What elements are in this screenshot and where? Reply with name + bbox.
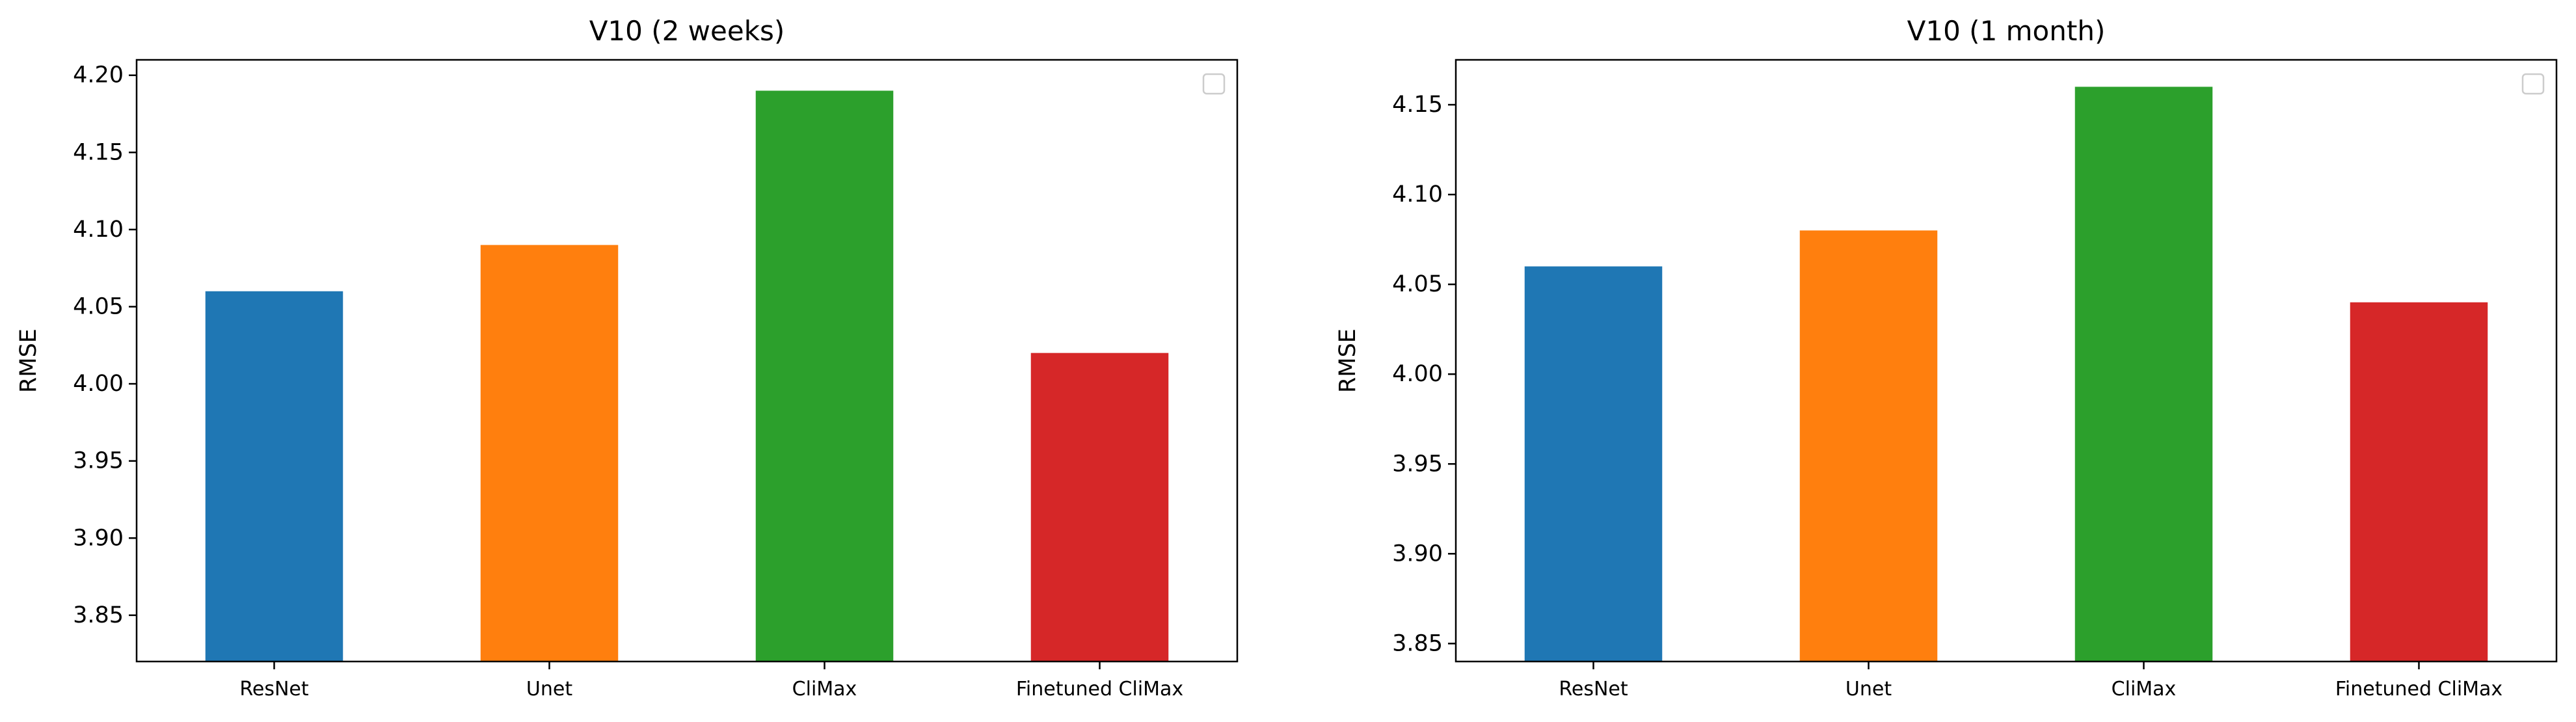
xtick-label: Finetuned CliMax xyxy=(1016,678,1183,701)
ytick-label: 4.00 xyxy=(1392,361,1443,387)
xtick-label: Finetuned CliMax xyxy=(2335,678,2502,701)
ytick-label: 4.00 xyxy=(73,371,124,397)
chart-title: V10 (2 weeks) xyxy=(589,15,785,47)
chart-panel-1: 3.85 3.90 3.95 4.00 4.05 4.10 4.15 4.20 ResNet Un… xyxy=(16,15,1239,701)
ytick-label: 4.20 xyxy=(73,62,124,88)
xtick-label: ResNet xyxy=(239,678,308,701)
chart-panel-2: 3.85 3.90 3.95 4.00 4.05 4.10 4.15 ResNet Unet Cl… xyxy=(1335,15,2558,701)
axes-frame xyxy=(135,59,1239,663)
y-axis-label: RMSE xyxy=(16,328,42,393)
ytick-label: 4.05 xyxy=(1392,271,1443,297)
ytick-label: 4.15 xyxy=(1392,92,1443,118)
xtick-label: Unet xyxy=(526,678,572,701)
chart-title: V10 (1 month) xyxy=(1907,15,2106,47)
axes-frame xyxy=(1455,59,2558,663)
bar-finetuned-climax xyxy=(1030,353,1169,662)
xtick-label: Unet xyxy=(1845,678,1892,701)
ytick-label: 3.90 xyxy=(1392,541,1443,567)
ytick-label: 4.15 xyxy=(73,139,124,165)
ytick-label: 3.85 xyxy=(1392,630,1443,656)
bar-unet xyxy=(1799,230,1938,662)
y-axis-label: RMSE xyxy=(1335,328,1361,393)
legend-box xyxy=(2521,73,2545,95)
ytick-label: 3.95 xyxy=(1392,451,1443,477)
bar-finetuned-climax xyxy=(2350,302,2488,662)
bar-resnet xyxy=(205,291,343,662)
ytick-label: 4.10 xyxy=(73,217,124,243)
bar-unet xyxy=(480,245,619,662)
xtick-label: ResNet xyxy=(1559,678,1628,701)
ytick-label: 4.10 xyxy=(1392,181,1443,207)
bar-climax xyxy=(2074,87,2213,662)
xtick-label: CliMax xyxy=(792,678,857,701)
bar-climax xyxy=(755,90,894,662)
xtick-label: CliMax xyxy=(2112,678,2177,701)
ytick-label: 3.85 xyxy=(73,602,124,628)
bar-resnet xyxy=(1524,266,1663,662)
ytick-label: 4.05 xyxy=(73,293,124,319)
ytick-label: 3.95 xyxy=(73,448,124,474)
ytick-label: 3.90 xyxy=(73,525,124,551)
legend-box xyxy=(1202,73,1226,95)
